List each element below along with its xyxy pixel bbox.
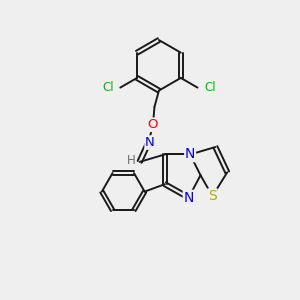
Text: Cl: Cl (102, 81, 114, 94)
Text: O: O (148, 118, 158, 131)
Text: S: S (208, 189, 217, 203)
Text: N: N (185, 148, 195, 161)
Text: N: N (184, 190, 194, 205)
Text: Cl: Cl (204, 81, 216, 94)
Text: N: N (145, 136, 155, 149)
Text: H: H (127, 154, 136, 167)
